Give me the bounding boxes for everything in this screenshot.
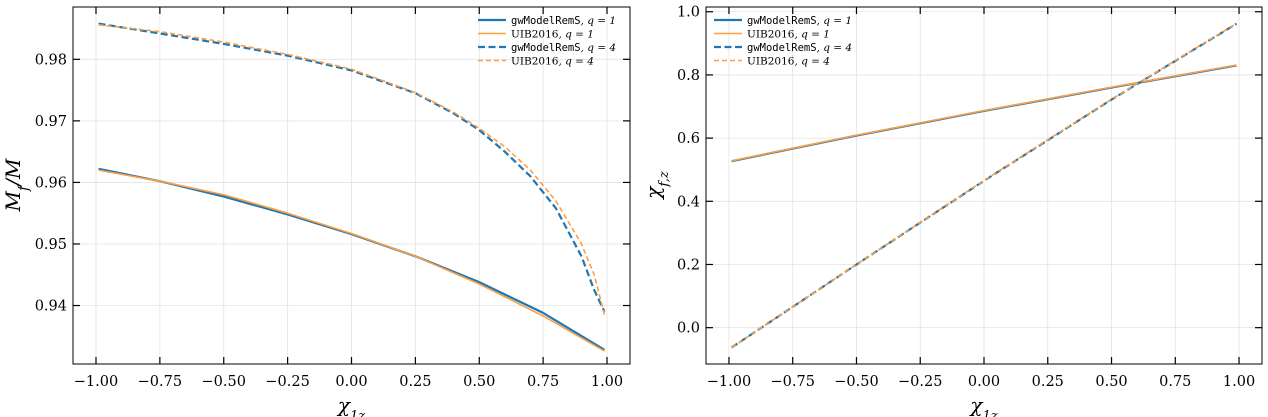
y-tick-label: 0.97 [35,114,67,130]
legend-entry: gwModelRemS, q = 1 [747,15,852,27]
x-tick-label: −1.00 [74,374,118,390]
x-tick-label: 0.75 [1159,374,1191,390]
y-tick-label: 0.0 [677,321,700,337]
x-tick-label: −0.25 [265,374,309,390]
legend-entry: gwModelRemS, q = 1 [511,15,616,27]
legend-entry: UIB2016, q = 1 [511,29,594,41]
x-tick-label: −1.00 [707,374,751,390]
legend-entry: gwModelRemS, q = 4 [511,42,616,54]
y-tick-label: 0.4 [677,194,700,210]
series-line-uib2016-q4 [98,24,606,315]
legend-entry: gwModelRemS, q = 4 [747,42,852,54]
series-line-uib2016-q1 [731,64,1237,162]
x-tick-label: 1.00 [1223,374,1255,390]
legend-entry: UIB2016, q = 4 [511,56,594,68]
series-line-uib2016-q4 [731,22,1237,349]
x-tick-label: −0.25 [898,374,942,390]
x-tick-label: 0.25 [1032,374,1064,390]
y-tick-label: 0.94 [35,299,67,315]
x-tick-label: 0.00 [968,374,1000,390]
y-tick-label: 0.95 [35,237,67,253]
series-group [98,22,606,352]
y-tick-label: 0.98 [35,52,67,68]
x-tick-label: 0.50 [1095,374,1127,390]
legend-entry: UIB2016, q = 4 [747,56,830,68]
mass-ratio-panel: −1.00 −0.75 −0.50 −0.25 0.00 0.25 0.50 0.75 1.00… [1,6,631,417]
y-tick-label: 1.0 [677,5,700,21]
y-axis-label: χf,z [641,171,672,201]
final-spin-panel: −1.00 −0.75 −0.50 −0.25 0.00 0.25 0.50 0.75 1.00… [641,5,1263,417]
x-axis-label: χ1z [968,393,997,417]
y-tick-label: 0.6 [677,131,700,147]
x-tick-label: 1.00 [591,374,623,390]
x-tick-label: −0.50 [834,374,878,390]
series-line-uib2016-q1 [98,169,605,352]
y-tick-label: 0.96 [35,175,67,191]
x-tick-label: −0.50 [202,374,246,390]
ticks: −1.00 −0.75 −0.50 −0.25 0.00 0.25 0.50 0.75 1.00… [677,5,1262,390]
legend-entry: UIB2016, q = 1 [747,29,830,41]
x-tick-label: 0.75 [527,374,559,390]
y-axis-label: Mf/M [1,158,32,212]
y-tick-label: 0.8 [677,68,700,84]
grid [706,7,1262,364]
x-axis-label: χ1z [336,393,365,417]
ticks: −1.00 −0.75 −0.50 −0.25 0.00 0.25 0.50 0.75 1.00… [35,7,630,390]
x-tick-label: −0.75 [138,374,182,390]
y-tick-label: 0.2 [677,257,700,273]
x-tick-label: 0.50 [463,374,495,390]
x-tick-label: −0.75 [770,374,814,390]
legend: gwModelRemS, q = 1 UIB2016, q = 1gwModelR… [714,15,852,68]
x-tick-label: 0.25 [399,374,431,390]
series-group [730,22,1238,349]
series-line-gwmodelrems-q4 [98,22,606,313]
legend: gwModelRemS, q = 1 UIB2016, q = 1gwModelR… [478,15,616,68]
x-tick-label: 0.00 [335,374,367,390]
